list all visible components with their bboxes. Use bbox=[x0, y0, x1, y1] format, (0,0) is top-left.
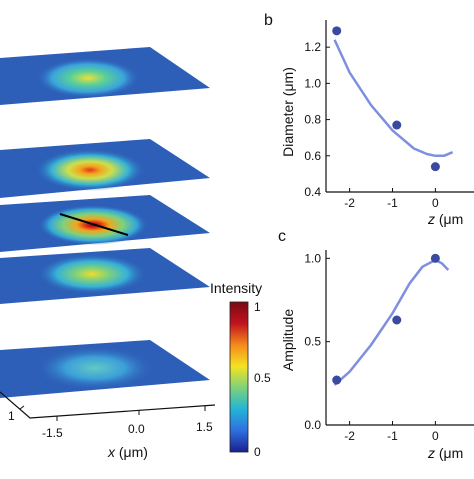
panel-b-data-point bbox=[392, 120, 402, 130]
panel-c-data-point bbox=[392, 315, 402, 325]
panel-c-y-tick-label: 1.0 bbox=[304, 251, 321, 265]
panel-c-ticks: 1.0 0.5 0.0 -2 -1 0 bbox=[304, 250, 474, 443]
colorbar-tick-max: 1 bbox=[254, 300, 261, 314]
colorbar: Intensity 1 0.5 0 bbox=[210, 280, 271, 459]
panel-c-x-tick-label: -2 bbox=[344, 429, 355, 443]
panel-c-label: c bbox=[278, 228, 286, 245]
panel-c-x-tick-label: -1 bbox=[387, 429, 398, 443]
panel-b-y-tick-label: 1.2 bbox=[304, 40, 321, 54]
intensity-plane-stack bbox=[0, 47, 210, 398]
panel-b-x-axis-label: z (μm bbox=[427, 211, 463, 227]
panel-b-y-tick-label: 0.6 bbox=[304, 149, 321, 163]
left-x-tick-1: -1.5 bbox=[42, 426, 63, 440]
colorbar-tick-min: 0 bbox=[254, 445, 261, 459]
panel-b-points bbox=[332, 26, 440, 172]
panel-c-data-point bbox=[430, 253, 440, 263]
panel-c-x-axis-label: z (μm bbox=[427, 445, 463, 461]
panel-b-y-tick-label: 1.0 bbox=[304, 76, 321, 90]
panel-b-y-tick-label: 0.8 bbox=[304, 113, 321, 127]
panel-c-points bbox=[332, 253, 440, 385]
left-y-tick: 1 bbox=[8, 409, 15, 423]
intensity-plane-2 bbox=[0, 139, 210, 198]
panel-c-y-axis-label: Amplitude bbox=[280, 309, 296, 371]
panel-b-label: b bbox=[264, 12, 273, 29]
panel-b-x-tick-label: -1 bbox=[387, 196, 398, 210]
panel-b-data-point bbox=[430, 162, 440, 172]
panel-c-x-tick-label: 0 bbox=[432, 429, 439, 443]
intensity-plane-4 bbox=[0, 248, 210, 304]
left-axes: 1 -1.5 0.0 1.5 x (μm) bbox=[0, 391, 216, 460]
panel-c-fit bbox=[333, 258, 450, 386]
intensity-plane-5 bbox=[0, 340, 210, 398]
left-x-tick-3: 1.5 bbox=[196, 420, 213, 434]
colorbar-gradient bbox=[229, 301, 249, 453]
panel-c-data-point bbox=[332, 375, 342, 385]
panel-b-fit-curve bbox=[333, 39, 454, 158]
panel-c-y-tick-label: 0.0 bbox=[304, 418, 321, 432]
panel-b-fit bbox=[333, 39, 454, 158]
panel-b-x-tick-label: -2 bbox=[344, 196, 355, 210]
profile-line bbox=[59, 213, 129, 236]
panel-b-data-point bbox=[332, 26, 342, 36]
panel-b-diameter: b 1.2 1.0 0.8 0.6 0.4 -2 -1 0 Diameter (μm) z (… bbox=[264, 12, 474, 227]
intensity-plane-3 bbox=[0, 195, 210, 252]
colorbar-tick-mid: 0.5 bbox=[254, 371, 271, 385]
panel-b-x-tick-label: 0 bbox=[432, 196, 439, 210]
intensity-plane-1 bbox=[0, 47, 210, 105]
left-x-axis-label: x (μm) bbox=[107, 444, 148, 460]
left-x-tick-2: 0.0 bbox=[128, 422, 145, 436]
panel-b-ticks: 1.2 1.0 0.8 0.6 0.4 -2 -1 0 bbox=[304, 20, 474, 210]
panel-c-y-tick-label: 0.5 bbox=[304, 335, 321, 349]
panel-c-fit-curve bbox=[333, 258, 450, 386]
colorbar-title: Intensity bbox=[210, 280, 262, 296]
panel-b-y-tick-label: 0.4 bbox=[304, 185, 321, 199]
panel-c-amplitude: c 1.0 0.5 0.0 -2 -1 0 Amplitude z (μm bbox=[278, 228, 474, 461]
panel-b-y-axis-label: Diameter (μm) bbox=[280, 67, 296, 157]
